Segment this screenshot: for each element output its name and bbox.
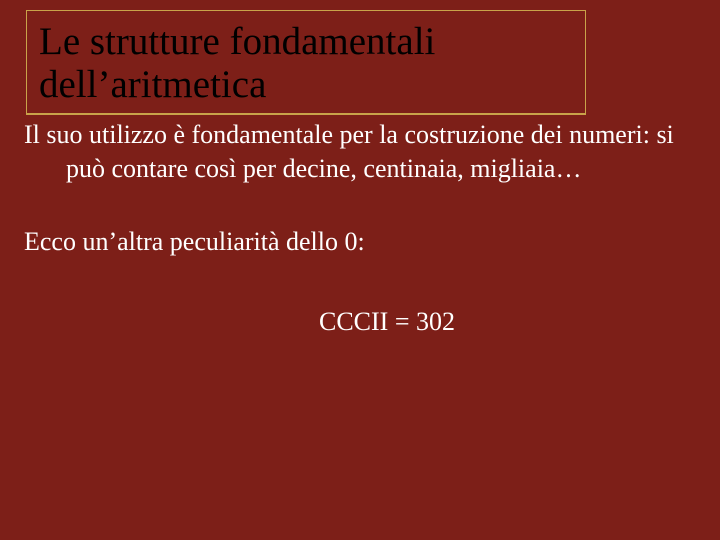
slide-body: Il suo utilizzo è fondamentale per la co… — [24, 118, 690, 339]
title-container: Le strutture fondamentali dell’aritmetic… — [26, 10, 586, 115]
slide-title: Le strutture fondamentali dell’aritmetic… — [39, 21, 573, 107]
slide: Le strutture fondamentali dell’aritmetic… — [0, 0, 720, 540]
paragraph-1: Il suo utilizzo è fondamentale per la co… — [24, 118, 690, 187]
paragraph-2: Ecco un’altra peculiarità dello 0: — [24, 225, 690, 259]
paragraph-3: CCCII = 302 — [24, 305, 690, 339]
